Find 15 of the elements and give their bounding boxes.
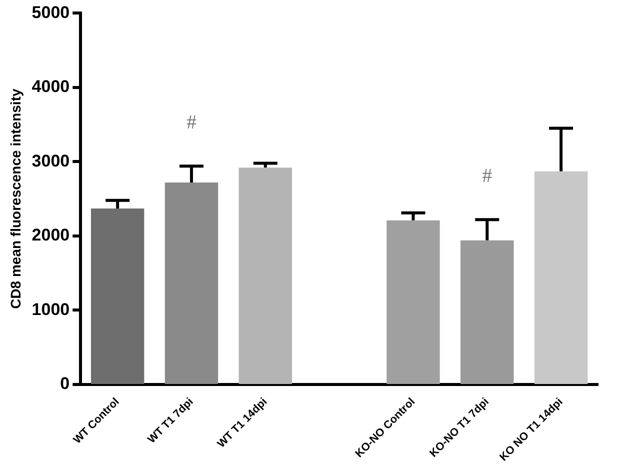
annotation: # — [482, 164, 492, 187]
bar — [238, 168, 292, 384]
y-tick-label: 5000 — [32, 2, 70, 22]
y-tick-label: 1000 — [32, 300, 70, 319]
bar — [164, 182, 218, 384]
bar — [460, 240, 514, 384]
y-tick-label: 0 — [60, 374, 70, 394]
bar — [90, 208, 144, 384]
bar — [534, 171, 588, 384]
bar — [386, 220, 440, 384]
y-tick-label: 4000 — [32, 77, 70, 96]
annotation: # — [186, 111, 196, 134]
y-axis-title: CD8 mean fluorescence intensity — [7, 88, 24, 309]
y-tick-label: 3000 — [32, 151, 70, 170]
y-tick-label: 2000 — [32, 226, 70, 245]
